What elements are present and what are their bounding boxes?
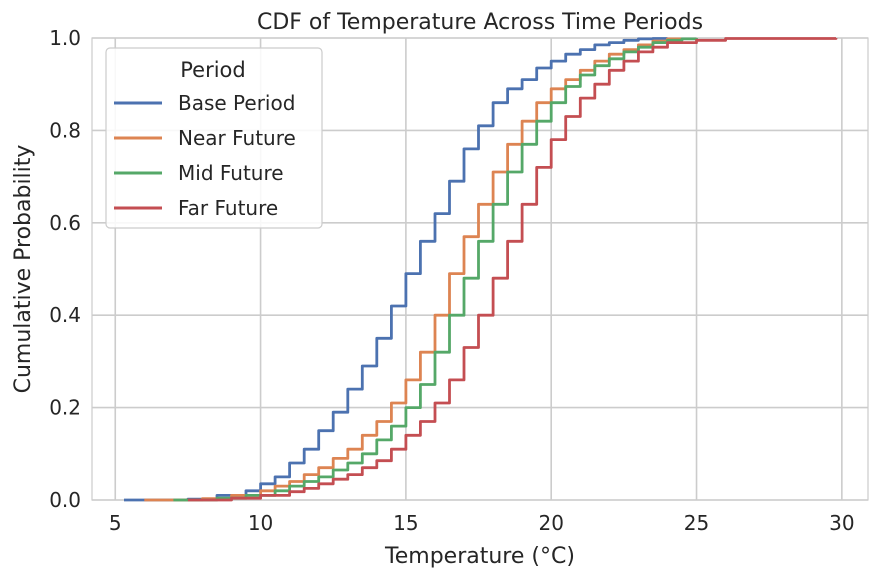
- series-line-far-future: [187, 37, 838, 502]
- y-tick-label: 0.8: [49, 118, 81, 142]
- legend-box: [105, 47, 323, 229]
- series-lines: [124, 37, 838, 502]
- legend-label-far-future: Far Future: [178, 196, 278, 220]
- x-axis-label: Temperature (°C): [384, 544, 575, 569]
- series-line-base-period: [124, 37, 669, 502]
- x-tick-label: 30: [829, 511, 854, 535]
- legend-items: Base Period Near Future Mid Future Far Futu…: [114, 91, 296, 220]
- y-tick-label: 0.6: [49, 211, 81, 235]
- legend-label-base-period: Base Period: [178, 91, 295, 115]
- x-tick-label: 10: [248, 511, 273, 535]
- series-line-mid-future: [173, 37, 698, 502]
- x-tick-label: 5: [109, 511, 122, 535]
- legend: Period Base Period Near Future Mid Future F…: [105, 47, 323, 229]
- legend-label-near-future: Near Future: [178, 126, 296, 150]
- y-tick-labels: 0.0 0.2 0.4 0.6 0.8 1.0: [49, 26, 81, 512]
- x-tick-label: 20: [538, 511, 563, 535]
- y-tick-label: 1.0: [49, 26, 81, 50]
- y-axis-label: Cumulative Probability: [11, 145, 36, 394]
- x-tick-label: 25: [684, 511, 709, 535]
- x-tick-label: 15: [393, 511, 418, 535]
- y-tick-label: 0.2: [49, 396, 81, 420]
- legend-title: Period: [180, 58, 245, 82]
- y-tick-label: 0.4: [49, 303, 81, 327]
- legend-label-mid-future: Mid Future: [178, 161, 284, 185]
- y-tick-label: 0.0: [49, 488, 81, 512]
- chart-title: CDF of Temperature Across Time Periods: [257, 10, 703, 35]
- x-tick-labels: 5 10 15 20 25 30: [109, 511, 855, 535]
